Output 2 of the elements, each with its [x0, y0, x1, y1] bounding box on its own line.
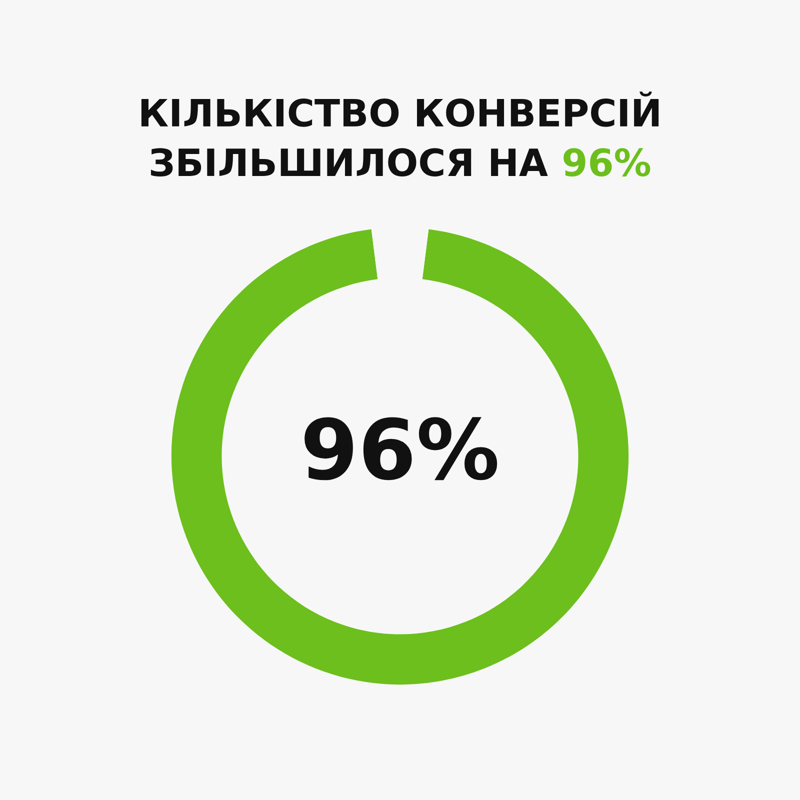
chart-title: КІЛЬКІСТВО КОНВЕРСІЙ ЗБІЛЬШИЛОСЯ НА 96%: [141, 92, 659, 176]
text: 96%: [304, 417, 498, 480]
